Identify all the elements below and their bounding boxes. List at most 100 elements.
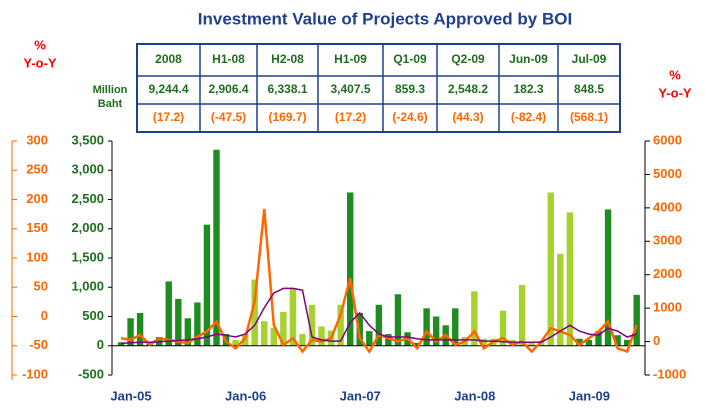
- table-cell: 6,338.1: [267, 82, 307, 96]
- bar: [547, 192, 554, 346]
- bar: [366, 331, 373, 346]
- y2-tick-label: 4000: [653, 199, 682, 214]
- bar: [576, 338, 583, 346]
- table-cell: (568.1): [570, 110, 608, 124]
- bar: [127, 318, 134, 346]
- bar: [585, 339, 593, 346]
- bar: [308, 304, 316, 346]
- table-cell: (-82.4): [511, 110, 546, 124]
- y-label: Million: [93, 84, 128, 96]
- table-cell: 3,407.5: [330, 82, 370, 96]
- table-cell: 2008: [155, 52, 182, 66]
- table-cell: 9,244.4: [148, 82, 188, 96]
- x-tick-label: Jan-05: [110, 388, 151, 403]
- table-cell: 2,548.2: [448, 82, 488, 96]
- bar: [261, 321, 268, 346]
- bar: [423, 308, 430, 346]
- y2-tick-label: 1000: [653, 300, 682, 315]
- bar: [299, 334, 306, 346]
- bar: [213, 149, 220, 346]
- bar: [566, 212, 574, 346]
- table-cell: 2,906.4: [208, 82, 248, 96]
- bar: [557, 253, 564, 346]
- y3-label: %: [34, 37, 46, 52]
- y2-tick-label: -1000: [653, 366, 686, 381]
- y-tick-label: 3,000: [71, 162, 104, 177]
- bar: [499, 310, 507, 346]
- table-cell: H1-08: [212, 52, 245, 66]
- y-tick-label: 500: [82, 308, 104, 323]
- y3-label: Y-o-Y: [23, 55, 57, 70]
- table-cell: Jul-09: [572, 52, 607, 66]
- bar: [528, 342, 535, 346]
- bar: [356, 312, 363, 346]
- y2-tick-label: 6000: [653, 132, 682, 147]
- table-cell: (44.3): [452, 110, 483, 124]
- bar: [184, 318, 192, 346]
- bar: [232, 339, 239, 346]
- bar: [347, 192, 354, 346]
- y-tick-label: 1,500: [71, 249, 104, 264]
- y-tick-label: 0: [97, 337, 104, 352]
- bar: [413, 342, 421, 346]
- bar: [251, 279, 258, 346]
- table-cell: (17.2): [335, 110, 366, 124]
- bar: [318, 326, 325, 346]
- table-cell: 182.3: [513, 82, 543, 96]
- table-cell: 859.3: [395, 82, 425, 96]
- y-tick-label: 2,500: [71, 191, 104, 206]
- bar: [432, 316, 440, 346]
- y-tick-label: 1,000: [71, 279, 104, 294]
- bar: [394, 294, 402, 346]
- bar: [604, 209, 612, 346]
- y2-tick-label: 5000: [653, 166, 682, 181]
- y-tick-label: 2,000: [71, 220, 104, 235]
- y2-tick-label: 2000: [653, 266, 682, 281]
- y3-tick-label: 150: [26, 220, 48, 235]
- bar: [289, 288, 297, 346]
- table-border: [136, 43, 621, 133]
- bar: [165, 281, 172, 346]
- bar: [633, 294, 640, 346]
- table-cell: (169.7): [268, 110, 306, 124]
- y2-tick-label: 0: [653, 333, 660, 348]
- y3-tick-label: 50: [34, 279, 48, 294]
- y2-label: %: [669, 67, 681, 82]
- table-cell: (17.2): [153, 110, 184, 124]
- y3-tick-label: -100: [22, 366, 48, 381]
- bar: [280, 311, 287, 346]
- y3-tick-label: 250: [26, 162, 48, 177]
- bar: [375, 304, 383, 346]
- bar: [518, 284, 526, 346]
- bar: [337, 304, 344, 346]
- y2-tick-label: 3000: [653, 233, 682, 248]
- y3-tick-label: 300: [26, 132, 48, 147]
- bar: [595, 331, 602, 346]
- y-label: Baht: [98, 98, 123, 110]
- y3-tick-label: 0: [41, 308, 48, 323]
- chart-title: Investment Value of Projects Approved by…: [198, 9, 572, 28]
- table-cell: Q1-09: [393, 52, 427, 66]
- bar: [136, 312, 144, 346]
- x-tick-label: Jan-06: [225, 388, 266, 403]
- x-tick-label: Jan-09: [569, 388, 610, 403]
- bar: [385, 334, 392, 346]
- bar: [480, 338, 488, 346]
- line: [120, 287, 637, 345]
- y2-label: Y-o-Y: [658, 85, 692, 100]
- bar: [471, 291, 478, 346]
- x-tick-label: Jan-07: [340, 388, 381, 403]
- bar: [623, 339, 631, 346]
- y3-tick-label: 100: [26, 249, 48, 264]
- bar: [270, 327, 277, 346]
- bar: [194, 302, 201, 346]
- table-cell: Q2-09: [451, 52, 485, 66]
- x-tick-label: Jan-08: [454, 388, 495, 403]
- bar: [175, 298, 182, 346]
- y-tick-label: -500: [78, 366, 104, 381]
- table-cell: H2-08: [271, 52, 304, 66]
- bar: [203, 224, 211, 346]
- table-cell: 848.5: [574, 82, 604, 96]
- bar: [614, 335, 621, 346]
